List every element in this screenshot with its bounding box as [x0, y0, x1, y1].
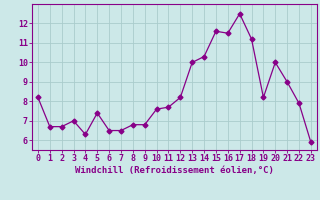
X-axis label: Windchill (Refroidissement éolien,°C): Windchill (Refroidissement éolien,°C) — [75, 166, 274, 175]
